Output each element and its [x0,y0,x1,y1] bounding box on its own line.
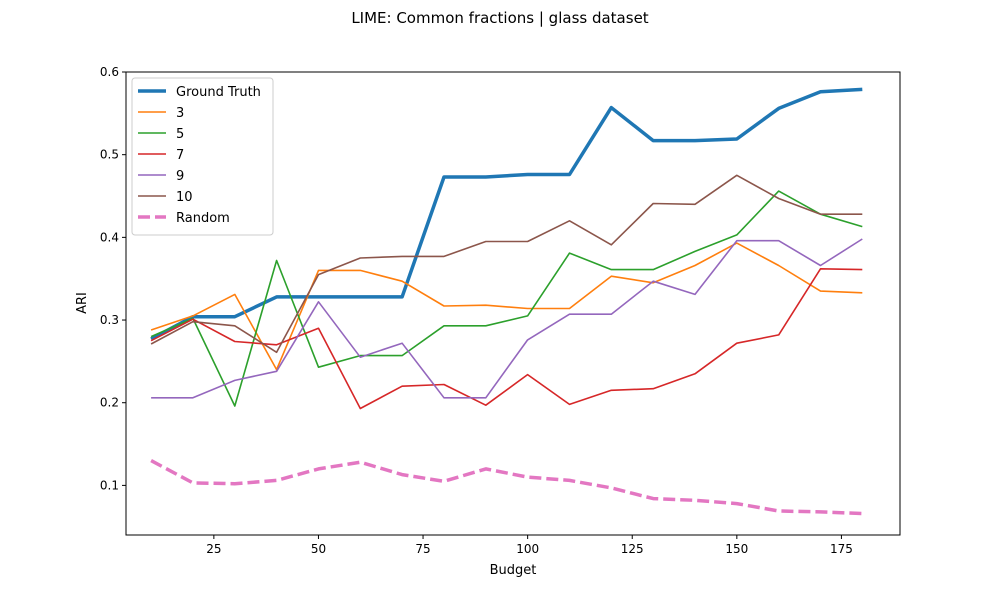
x-tick-label: 150 [725,542,748,556]
y-tick-label: 0.3 [100,313,119,327]
y-axis-label: ARI [75,292,90,314]
plot-area [150,87,863,516]
x-tick-label: 100 [516,542,539,556]
x-axis-label: Budget [490,563,537,578]
x-tick-label: 75 [415,542,430,556]
y-tick-label: 0.5 [100,148,119,162]
series-line-ground-truth [150,87,863,341]
x-axis: 25 50 75 100 125 150 175 [206,535,853,556]
series-line-7 [150,267,863,410]
legend: Ground Truth 3 5 7 9 10 Random [131,77,274,236]
x-tick-label: 25 [206,542,221,556]
series-line-10 [150,174,863,354]
legend-label-10: 10 [176,190,193,205]
legend-label-7: 7 [176,148,184,163]
legend-label-random: Random [176,211,230,226]
y-tick-label: 0.4 [100,230,119,244]
x-tick-label: 175 [830,542,853,556]
series-line-9 [151,238,863,399]
y-axis: 0.1 0.2 0.3 0.4 0.5 0.6 [100,65,126,492]
legend-label-5: 5 [176,127,184,142]
series-line-random [150,459,863,516]
axes-frame [125,71,901,536]
series-line-3 [150,242,863,371]
legend-label-9: 9 [176,169,184,184]
y-tick-label: 0.1 [100,478,119,492]
legend-label-3: 3 [176,106,184,121]
legend-label-ground-truth: Ground Truth [176,85,261,100]
legend-box [131,77,274,236]
series-line-5 [150,190,863,407]
y-tick-label: 0.6 [100,65,119,79]
y-tick-label: 0.2 [100,396,119,410]
chart-title: LIME: Common fractions | glass dataset [351,9,648,27]
x-tick-label: 125 [621,542,644,556]
x-tick-label: 50 [311,542,326,556]
